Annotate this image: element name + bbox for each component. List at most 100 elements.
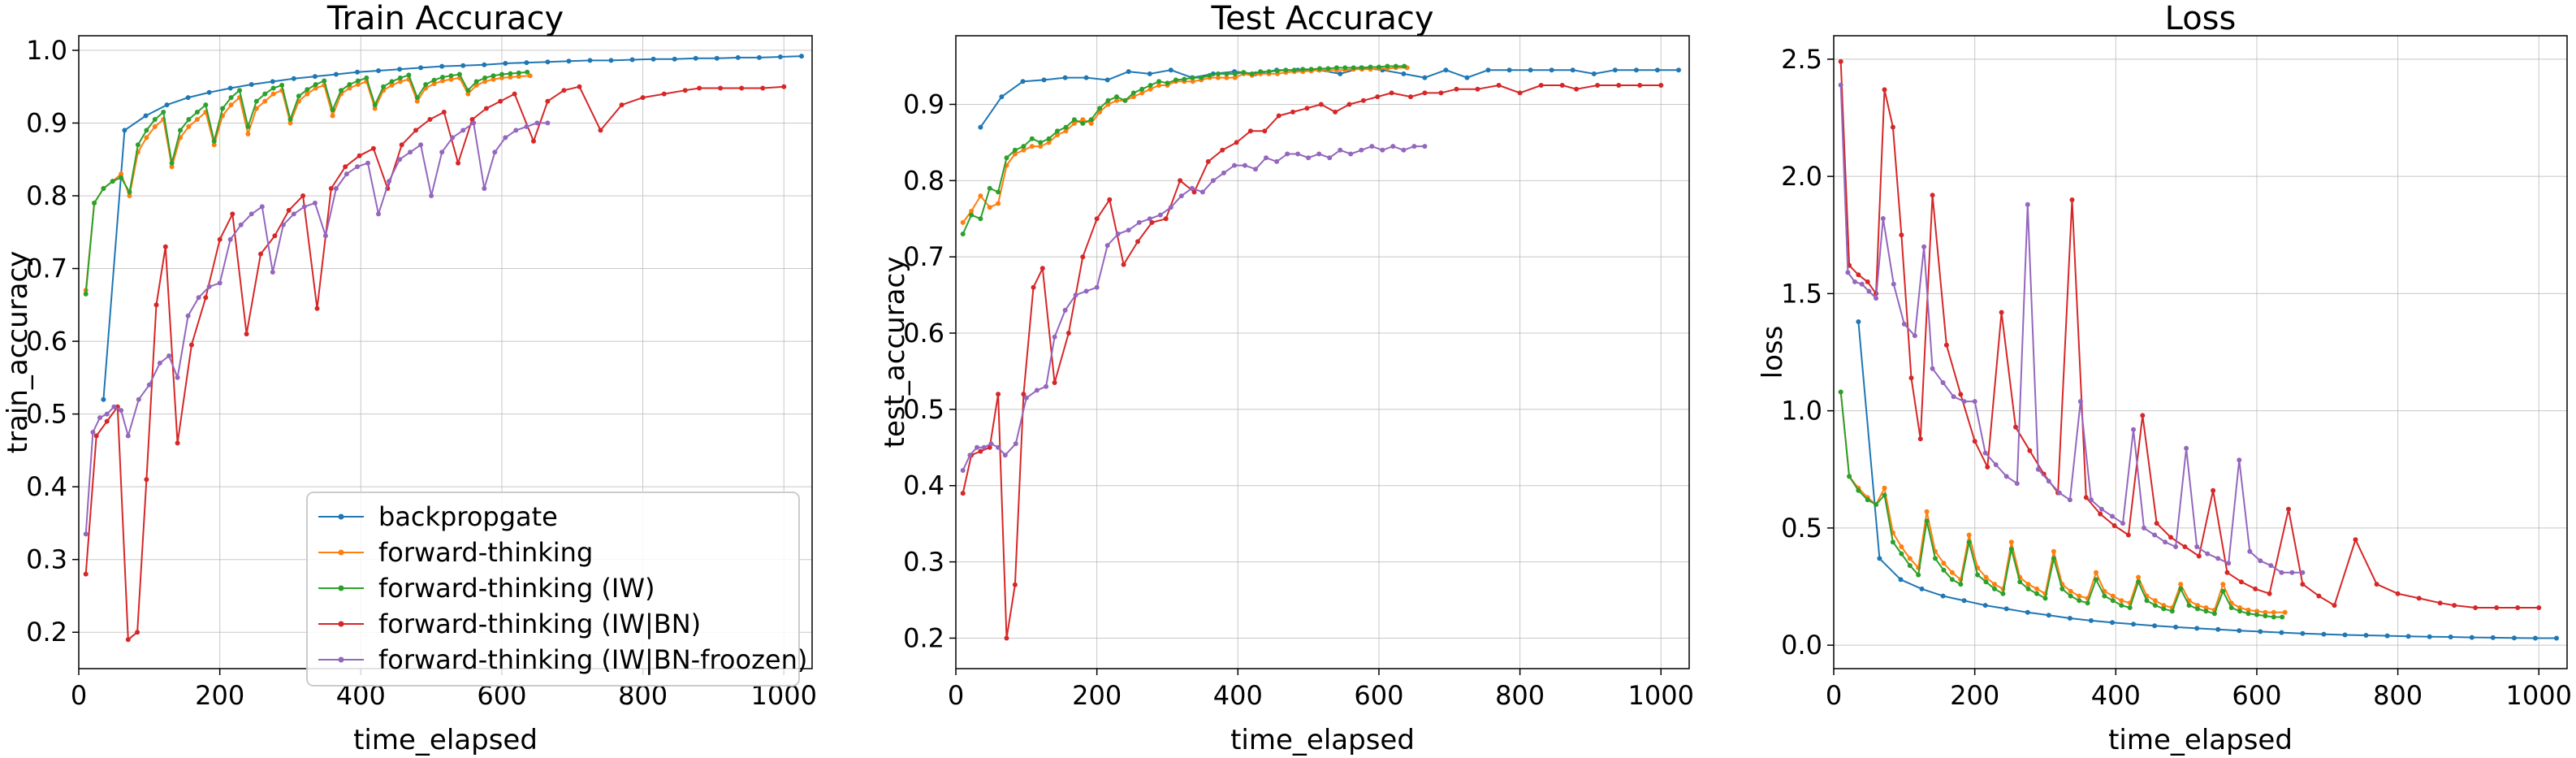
train-accuracy-point xyxy=(305,91,310,97)
loss-point xyxy=(1865,279,1870,284)
loss-point xyxy=(2342,632,2348,638)
test-accuracy-point xyxy=(975,444,979,450)
train-accuracy-point xyxy=(313,82,318,87)
train-accuracy-point xyxy=(97,415,102,421)
loss-point xyxy=(2258,629,2263,635)
loss-point xyxy=(1999,310,2004,315)
train-accuracy-point xyxy=(739,85,745,91)
train-accuracy-point xyxy=(355,82,361,87)
loss-point xyxy=(1856,272,1861,278)
loss-point xyxy=(2168,535,2173,540)
test-accuracy-point xyxy=(1262,128,1268,134)
test-accuracy-point xyxy=(1122,97,1128,103)
test-accuracy-point xyxy=(1485,67,1491,73)
train-accuracy-point xyxy=(227,236,233,242)
test-accuracy-point xyxy=(1029,144,1035,149)
loss-point xyxy=(1899,544,1904,549)
train-accuracy-point xyxy=(545,98,551,104)
loss-xtick-label: 600 xyxy=(2232,680,2281,711)
test-accuracy-point xyxy=(1249,71,1255,76)
loss-point xyxy=(1951,394,1956,400)
test-accuracy-point xyxy=(1055,128,1060,134)
test-accuracy-point xyxy=(1517,90,1523,96)
test-accuracy-point xyxy=(981,444,987,450)
loss-point xyxy=(2271,614,2276,620)
test-accuracy-point xyxy=(1243,162,1247,168)
train-accuracy-point xyxy=(397,67,403,72)
train-accuracy-point xyxy=(524,123,529,129)
loss-xtick-label: 800 xyxy=(2373,680,2423,711)
legend: backpropgate forward-thinking forward-th… xyxy=(306,492,807,687)
train-accuracy-point xyxy=(483,106,489,111)
test-accuracy-title: Test Accuracy xyxy=(1210,0,1433,37)
train-accuracy-point xyxy=(503,61,508,66)
test-accuracy-point xyxy=(1346,102,1352,107)
train-accuracy-point xyxy=(314,305,320,311)
loss-point xyxy=(2228,605,2234,610)
train-accuracy-point xyxy=(499,75,504,80)
test-accuracy-point xyxy=(969,208,975,214)
test-accuracy-point xyxy=(1570,67,1575,73)
train-accuracy-point xyxy=(169,160,175,166)
test-accuracy-point xyxy=(1616,83,1622,88)
train-accuracy-point xyxy=(228,102,234,108)
test-accuracy-point xyxy=(1063,124,1069,130)
test-accuracy-xtick-label: 1000 xyxy=(1628,680,1694,711)
train-accuracy-point xyxy=(291,76,296,81)
test-accuracy-point xyxy=(1114,97,1119,103)
train-accuracy-point xyxy=(152,117,158,122)
test-accuracy-point xyxy=(1104,243,1110,249)
test-accuracy-point xyxy=(1393,63,1398,69)
test-accuracy-point xyxy=(978,124,983,130)
test-accuracy-point xyxy=(1041,77,1047,83)
loss-point xyxy=(2271,609,2276,615)
test-accuracy-point xyxy=(1232,71,1238,76)
train-accuracy-point xyxy=(503,135,508,141)
train-accuracy-point xyxy=(287,120,293,126)
test-accuracy-point xyxy=(1285,151,1290,157)
loss-point xyxy=(1924,509,1930,514)
loss-panel: 0 200 400 600 800 1000 0.0 0.5 1.0 1.5 2.0 2.5 Loss t… xyxy=(1757,0,2572,756)
test-accuracy-axes-frame xyxy=(955,35,1690,669)
test-accuracy-point xyxy=(1506,67,1512,73)
train-accuracy-point xyxy=(376,68,381,73)
test-accuracy-point xyxy=(1300,67,1306,72)
train-accuracy-point xyxy=(230,211,236,217)
loss-point xyxy=(2186,603,2192,609)
train-accuracy-point xyxy=(357,153,362,158)
train-accuracy-point xyxy=(714,55,720,61)
loss-point xyxy=(1943,342,1949,348)
loss-point xyxy=(2161,606,2167,612)
train-accuracy-point xyxy=(372,102,378,108)
train-accuracy-point xyxy=(372,106,378,111)
test-accuracy-point xyxy=(1046,136,1052,141)
test-accuracy-ytick-label: 0.2 xyxy=(903,622,944,653)
train-accuracy-point xyxy=(418,65,424,71)
train-accuracy-point xyxy=(111,404,117,409)
train-accuracy-point xyxy=(441,110,447,115)
train-accuracy-point xyxy=(465,91,471,97)
train-accuracy-point xyxy=(279,82,285,88)
test-accuracy-point xyxy=(988,441,994,447)
test-accuracy-point xyxy=(1676,67,1681,73)
loss-point xyxy=(2245,611,2251,617)
train-accuracy-point xyxy=(429,193,434,198)
loss-point xyxy=(2245,607,2251,613)
test-accuracy-point xyxy=(1034,388,1039,393)
train-accuracy-point xyxy=(465,88,471,93)
loss-point xyxy=(2211,611,2217,617)
train-accuracy-point xyxy=(482,62,487,67)
train-accuracy-point xyxy=(146,382,152,388)
test-accuracy-point xyxy=(1633,67,1639,73)
test-accuracy-point xyxy=(1004,635,1009,641)
loss-point xyxy=(2042,596,2048,601)
train-accuracy-point xyxy=(387,179,391,184)
train-accuracy-point xyxy=(682,88,688,93)
train-accuracy-point xyxy=(127,193,132,198)
loss-point xyxy=(2532,635,2538,641)
loss-point xyxy=(2203,605,2209,610)
loss-point xyxy=(2067,497,2072,503)
loss-point xyxy=(1866,288,1872,294)
loss-point xyxy=(1983,579,1989,585)
test-accuracy-point xyxy=(1065,331,1071,336)
